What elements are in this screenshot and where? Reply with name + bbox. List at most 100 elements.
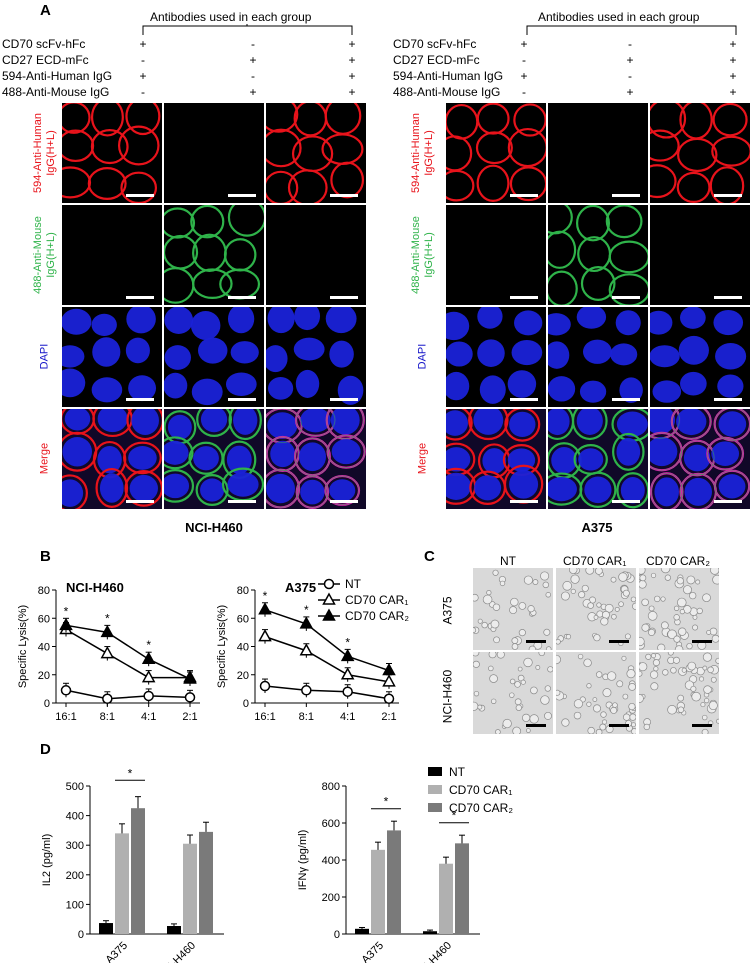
- caption-a375: A375: [581, 520, 613, 535]
- ytick-label: 200: [66, 870, 84, 882]
- ytick-label: 60: [237, 613, 249, 625]
- sign-l-r0-c1: -: [251, 37, 255, 51]
- row-label-a375-c: A375: [440, 596, 455, 625]
- bar-A375-1: [371, 849, 385, 934]
- row-label-nci-h460-c: NCI-H460: [440, 669, 455, 724]
- micrograph-dapi-group1: [446, 307, 546, 407]
- channel-label-dapi-left: DAPI: [38, 343, 51, 370]
- lysis-charts: 0 20 40 60 80 16:1 8:1 4:1 2:1 Specific Lysis(%) N…: [17, 577, 409, 723]
- brightfield-NCI-H460-1: [556, 652, 636, 734]
- series-line-2: [65, 624, 191, 680]
- col-label-car1: CD70 CAR₁: [563, 554, 627, 568]
- scale-bar: [714, 194, 742, 197]
- legend-swatch-2: [428, 803, 442, 812]
- chart-b-axes-0: [52, 589, 200, 707]
- channel-label-merge-left: Merge: [38, 442, 51, 475]
- bar-NCI-H460-0: [423, 931, 437, 934]
- point-CD70-CAR₂-3: [183, 671, 197, 684]
- micrograph-dapi-group2: [164, 307, 264, 407]
- brightfield-NCI-H460-2: [639, 652, 719, 734]
- legend-swatch-0: [428, 767, 442, 776]
- col-label-nt: NT: [500, 554, 516, 568]
- sign-l-r3-c0: -: [141, 85, 145, 99]
- point-CD70-CAR₁-1: [299, 643, 314, 656]
- sign-l-r1-c0: -: [141, 53, 145, 67]
- ytick-label: 60: [38, 613, 50, 625]
- sign-l-r1-c1: +: [249, 53, 257, 67]
- sign-r-r0-c2: +: [729, 37, 737, 51]
- y-axis-label: IL2 (pg/ml): [41, 834, 53, 887]
- micrograph-488-group2: [548, 205, 648, 305]
- row-label-cd70-right: CD70 scFv-hFc: [393, 37, 477, 51]
- bar-A375-2: [131, 808, 145, 934]
- sign-r-r2-c1: -: [628, 69, 632, 83]
- bar-A375-1: [115, 833, 129, 934]
- ytick-label: 500: [66, 781, 84, 793]
- ytick-label: 0: [243, 698, 249, 710]
- channel-label-594-right: 594-Anti-Human IgG(H+L): [410, 112, 435, 194]
- xtick-label: 8:1: [299, 711, 314, 723]
- bar-A375-0: [355, 928, 369, 934]
- row-label-594-left: 594-Anti-Human IgG: [2, 69, 113, 83]
- ytick-label: 400: [66, 811, 84, 823]
- scale-bar: [692, 724, 712, 727]
- bar-A375-0: [99, 923, 113, 934]
- chart-title: NCI-H460: [66, 580, 124, 595]
- xtick-label: 4:1: [141, 711, 156, 723]
- point-NT-2: [143, 690, 154, 702]
- legend-marker-1: [322, 592, 336, 605]
- panel-d-label: D: [40, 741, 51, 758]
- bar-NCI-H460-2: [455, 843, 469, 934]
- sign-l-r2-c1: -: [251, 69, 255, 83]
- sign-r-r0-c1: -: [628, 37, 632, 51]
- point-CD70-CAR₂-2: [340, 648, 355, 662]
- xtick-label: 4:1: [340, 711, 355, 723]
- micrograph-488-group3: [266, 205, 366, 305]
- category-label: A375: [359, 940, 386, 963]
- ytick-label: 40: [237, 642, 249, 654]
- micrograph-merge-group1: [62, 409, 162, 509]
- scale-bar: [714, 296, 742, 299]
- sign-r-r0-c0: +: [520, 37, 528, 51]
- channel-label-merge-right: Merge: [416, 442, 429, 475]
- brightfield-NCI-H460-0: [473, 652, 553, 734]
- micrograph-merge-group2: [548, 409, 648, 509]
- sign-l-r3-c2: +: [348, 85, 356, 99]
- bar-NCI-H460-1: [439, 863, 453, 934]
- row-label-cd27-right: CD27 ECD-mFc: [393, 53, 480, 67]
- row-label-cd27-left: CD27 ECD-mFc: [2, 53, 89, 67]
- sign-r-r2-c0: +: [520, 69, 528, 83]
- point-CD70-CAR₂-1: [100, 624, 115, 638]
- significance-star: *: [146, 638, 151, 652]
- micrograph-merge-group1: [446, 409, 546, 509]
- scale-bar: [510, 296, 538, 299]
- scale-bar: [612, 398, 640, 401]
- scale-bar: [330, 500, 358, 503]
- scale-bar: [126, 500, 154, 503]
- scale-bar: [609, 640, 629, 643]
- scale-bar: [330, 398, 358, 401]
- cytokine-charts: 0 100 200 300 400 500 IL2 (pg/ml) A375 NCI-H460 *…: [41, 765, 513, 963]
- channel-label-dapi-right: DAPI: [416, 343, 429, 370]
- scale-bar: [126, 296, 154, 299]
- row-label-594-right: 594-Anti-Human IgG: [393, 69, 504, 83]
- ytick-label: 200: [322, 892, 340, 904]
- scale-bar: [126, 194, 154, 197]
- series-line-2: [264, 609, 390, 672]
- micrograph-488-group1: [62, 205, 162, 305]
- point-CD70-CAR₁-2: [340, 667, 355, 680]
- sign-l-r1-c2: +: [348, 53, 356, 67]
- ytick-label: 0: [44, 698, 50, 710]
- legend-label-0: NT: [449, 765, 466, 779]
- col-label-car2: CD70 CAR₂: [646, 554, 711, 568]
- antibodies-header-left: Antibodies used in each group: [150, 10, 312, 24]
- scale-bar: [612, 296, 640, 299]
- scale-bar: [510, 500, 538, 503]
- y-axis-label: IFNγ (pg/ml): [297, 830, 309, 891]
- ytick-label: 100: [66, 899, 84, 911]
- series-line-1: [264, 635, 390, 683]
- scale-bar: [330, 194, 358, 197]
- series-line-0: [264, 685, 390, 700]
- micrograph-594-group1: [446, 103, 546, 203]
- row-label-488-left: 488-Anti-Mouse IgG: [2, 85, 110, 99]
